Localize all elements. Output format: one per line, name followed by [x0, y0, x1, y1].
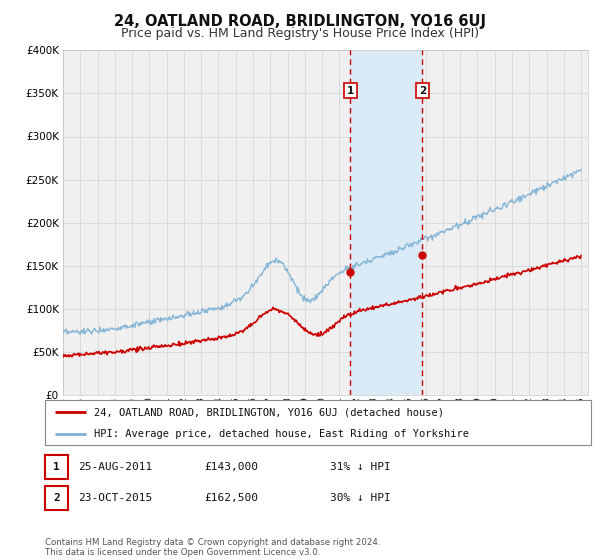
Text: Contains HM Land Registry data © Crown copyright and database right 2024.
This d: Contains HM Land Registry data © Crown c…: [45, 538, 380, 557]
Text: 23-OCT-2015: 23-OCT-2015: [78, 493, 152, 503]
Text: £143,000: £143,000: [204, 462, 258, 472]
Bar: [350, 50, 422, 395]
Text: 1: 1: [347, 86, 354, 96]
Text: 24, OATLAND ROAD, BRIDLINGTON, YO16 6UJ (detached house): 24, OATLAND ROAD, BRIDLINGTON, YO16 6UJ …: [94, 408, 444, 418]
Text: HPI: Average price, detached house, East Riding of Yorkshire: HPI: Average price, detached house, East…: [94, 429, 469, 439]
Text: £162,500: £162,500: [204, 493, 258, 503]
Text: 31% ↓ HPI: 31% ↓ HPI: [330, 462, 391, 472]
Text: 30% ↓ HPI: 30% ↓ HPI: [330, 493, 391, 503]
Text: Price paid vs. HM Land Registry's House Price Index (HPI): Price paid vs. HM Land Registry's House …: [121, 27, 479, 40]
Text: 2: 2: [419, 86, 426, 96]
Text: 1: 1: [53, 462, 60, 472]
Text: 25-AUG-2011: 25-AUG-2011: [78, 462, 152, 472]
Text: 24, OATLAND ROAD, BRIDLINGTON, YO16 6UJ: 24, OATLAND ROAD, BRIDLINGTON, YO16 6UJ: [114, 14, 486, 29]
Text: 2: 2: [53, 493, 60, 503]
